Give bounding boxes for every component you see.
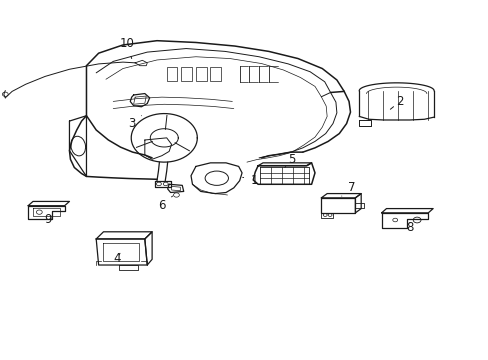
Bar [181,67,192,81]
Text: 9: 9 [44,213,51,226]
Text: 3: 3 [128,116,141,130]
Text: 10: 10 [119,37,134,59]
Text: 5: 5 [285,153,295,167]
Text: 8: 8 [406,221,413,234]
Bar [210,67,221,81]
Text: 4: 4 [113,252,121,265]
Bar [196,67,206,81]
Text: 1: 1 [242,174,258,186]
Text: 2: 2 [389,95,403,109]
Text: 6: 6 [158,196,172,212]
Text: 7: 7 [341,181,354,196]
Bar [166,67,177,81]
